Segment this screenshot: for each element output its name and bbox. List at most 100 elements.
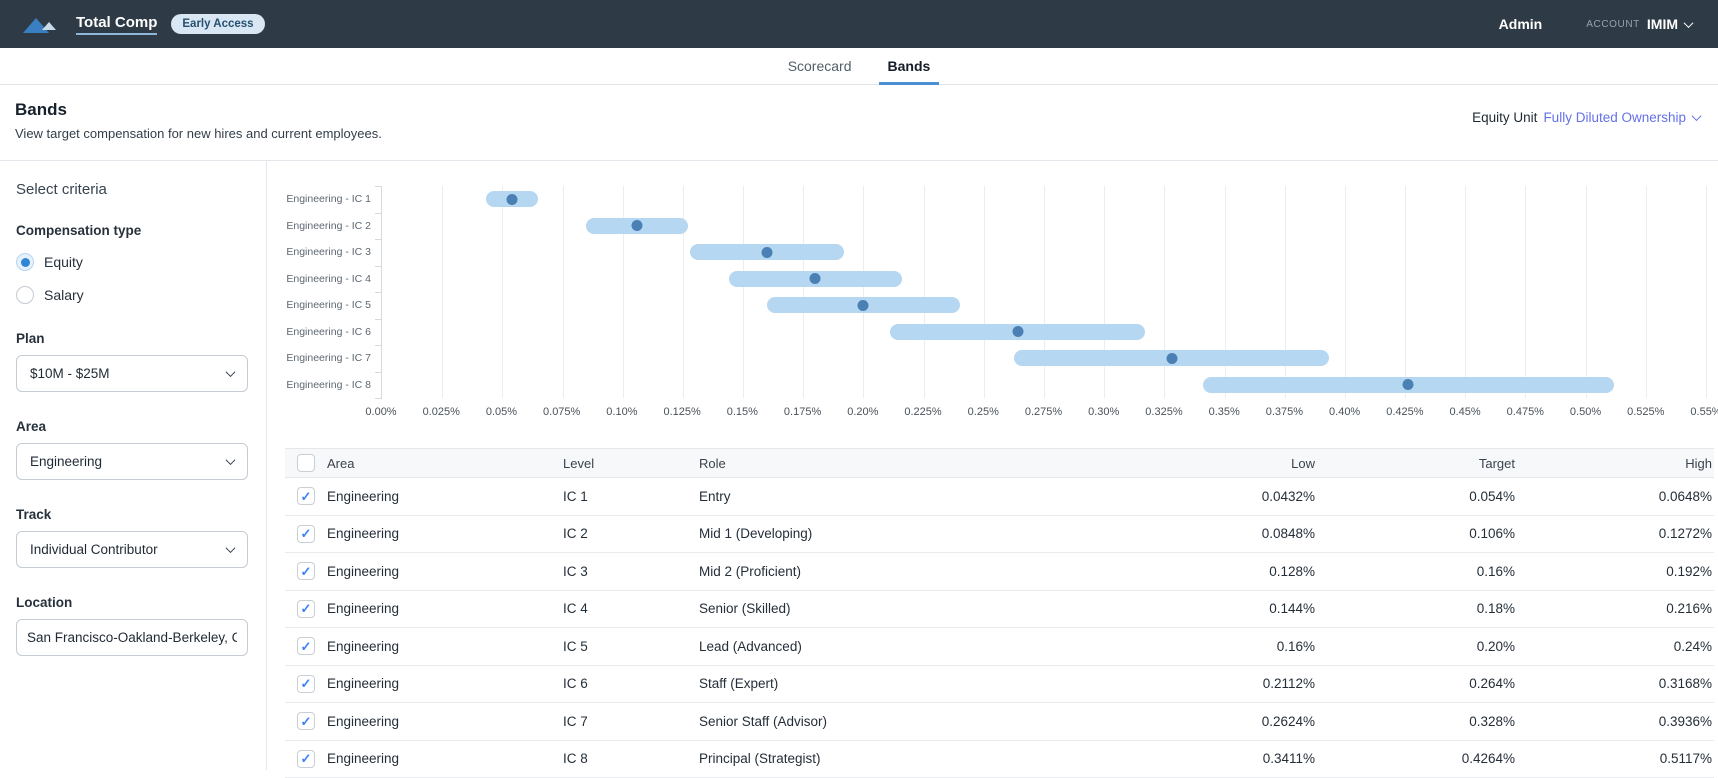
row-checkbox[interactable] xyxy=(297,675,315,693)
target-dot[interactable] xyxy=(810,273,821,284)
cell-target: 0.264% xyxy=(1317,676,1517,691)
x-tick-label: 0.125% xyxy=(663,406,700,418)
target-dot[interactable] xyxy=(858,300,869,311)
radio-button-selected[interactable] xyxy=(16,253,34,271)
header-right: Admin ACCOUNT IMIM xyxy=(1499,16,1692,32)
chart-row xyxy=(382,345,1706,372)
target-dot[interactable] xyxy=(506,194,517,205)
cell-target: 0.16% xyxy=(1317,564,1517,579)
row-checkbox[interactable] xyxy=(297,525,315,543)
chevron-down-icon xyxy=(1692,111,1702,121)
equity-unit-label: Equity Unit xyxy=(1472,110,1537,125)
chevron-down-icon xyxy=(226,455,236,465)
cell-level: IC 6 xyxy=(563,676,699,691)
account-label: ACCOUNT xyxy=(1586,19,1640,30)
page-title: Bands xyxy=(15,100,382,120)
x-tick-label: 0.25% xyxy=(968,406,999,418)
tab-scorecard-label: Scorecard xyxy=(788,58,852,74)
target-dot[interactable] xyxy=(1012,326,1023,337)
x-tick-label: 0.10% xyxy=(606,406,637,418)
app-header: Total Comp Early Access Admin ACCOUNT IM… xyxy=(0,0,1718,48)
plan-field: Plan $10M - $25M xyxy=(16,331,248,392)
tab-scorecard[interactable]: Scorecard xyxy=(785,48,855,84)
row-checkbox[interactable] xyxy=(297,637,315,655)
cell-area: Engineering xyxy=(327,564,563,579)
radio-equity-label: Equity xyxy=(44,254,83,270)
location-input[interactable] xyxy=(16,619,248,656)
cell-low: 0.128% xyxy=(1137,564,1317,579)
x-tick-label: 0.45% xyxy=(1449,406,1480,418)
cell-target: 0.4264% xyxy=(1317,751,1517,766)
active-tab-underline xyxy=(879,82,940,85)
row-checkbox[interactable] xyxy=(297,562,315,580)
cell-role: Principal (Strategist) xyxy=(699,751,1137,766)
radio-button-unselected[interactable] xyxy=(16,286,34,304)
cell-level: IC 4 xyxy=(563,601,699,616)
app-title-link[interactable]: Total Comp xyxy=(76,14,157,35)
cell-level: IC 7 xyxy=(563,714,699,729)
chart-category-label: Engineering - IC 3 xyxy=(267,239,371,266)
cell-target: 0.18% xyxy=(1317,601,1517,616)
area-select[interactable]: Engineering xyxy=(16,443,248,480)
track-select[interactable]: Individual Contributor xyxy=(16,531,248,568)
chart-category-label: Engineering - IC 4 xyxy=(267,266,371,293)
cell-level: IC 3 xyxy=(563,564,699,579)
y-axis-tick xyxy=(375,266,382,267)
y-axis-tick xyxy=(375,319,382,320)
y-axis-tick xyxy=(375,345,382,346)
row-checkbox[interactable] xyxy=(297,600,315,618)
cell-high: 0.0648% xyxy=(1517,489,1714,504)
cell-high: 0.3168% xyxy=(1517,676,1714,691)
plan-select[interactable]: $10M - $25M xyxy=(16,355,248,392)
cell-high: 0.1272% xyxy=(1517,526,1714,541)
account-name: IMIM xyxy=(1647,16,1678,32)
x-tick-label: 0.525% xyxy=(1627,406,1664,418)
cell-low: 0.144% xyxy=(1137,601,1317,616)
account-menu[interactable]: ACCOUNT IMIM xyxy=(1586,16,1692,32)
tab-bands[interactable]: Bands xyxy=(885,48,934,84)
mountains-logo-icon[interactable] xyxy=(22,12,62,36)
cell-low: 0.3411% xyxy=(1137,751,1317,766)
target-dot[interactable] xyxy=(762,247,773,258)
y-axis-tick xyxy=(375,398,382,399)
x-tick-label: 0.30% xyxy=(1088,406,1119,418)
equity-unit-dropdown[interactable]: Equity Unit Fully Diluted Ownership xyxy=(1472,110,1700,125)
tab-bar: Scorecard Bands xyxy=(0,48,1718,85)
target-dot[interactable] xyxy=(1166,353,1177,364)
page-head-left: Bands View target compensation for new h… xyxy=(15,100,382,141)
cell-area: Engineering xyxy=(327,489,563,504)
chart-row xyxy=(382,266,1706,293)
x-tick-label: 0.05% xyxy=(486,406,517,418)
cell-role: Senior Staff (Advisor) xyxy=(699,714,1137,729)
cell-low: 0.0848% xyxy=(1137,526,1317,541)
row-checkbox[interactable] xyxy=(297,750,315,768)
cell-high: 0.3936% xyxy=(1517,714,1714,729)
track-select-value: Individual Contributor xyxy=(30,542,158,557)
cell-high: 0.24% xyxy=(1517,639,1714,654)
radio-salary[interactable]: Salary xyxy=(16,286,248,304)
radio-equity[interactable]: Equity xyxy=(16,253,248,271)
cell-level: IC 2 xyxy=(563,526,699,541)
target-dot[interactable] xyxy=(1403,379,1414,390)
cell-area: Engineering xyxy=(327,714,563,729)
chart-row xyxy=(382,213,1706,240)
chart-row xyxy=(382,186,1706,213)
row-checkbox[interactable] xyxy=(297,487,315,505)
x-tick-label: 0.075% xyxy=(543,406,580,418)
cell-target: 0.328% xyxy=(1317,714,1517,729)
admin-link[interactable]: Admin xyxy=(1499,16,1543,32)
row-checkbox[interactable] xyxy=(297,712,315,730)
cell-role: Staff (Expert) xyxy=(699,676,1137,691)
location-field: Location xyxy=(16,595,248,656)
cell-area: Engineering xyxy=(327,526,563,541)
area-field: Area Engineering xyxy=(16,419,248,480)
target-dot[interactable] xyxy=(632,220,643,231)
select-all-checkbox[interactable] xyxy=(297,454,315,472)
cell-level: IC 1 xyxy=(563,489,699,504)
x-tick-label: 0.20% xyxy=(847,406,878,418)
